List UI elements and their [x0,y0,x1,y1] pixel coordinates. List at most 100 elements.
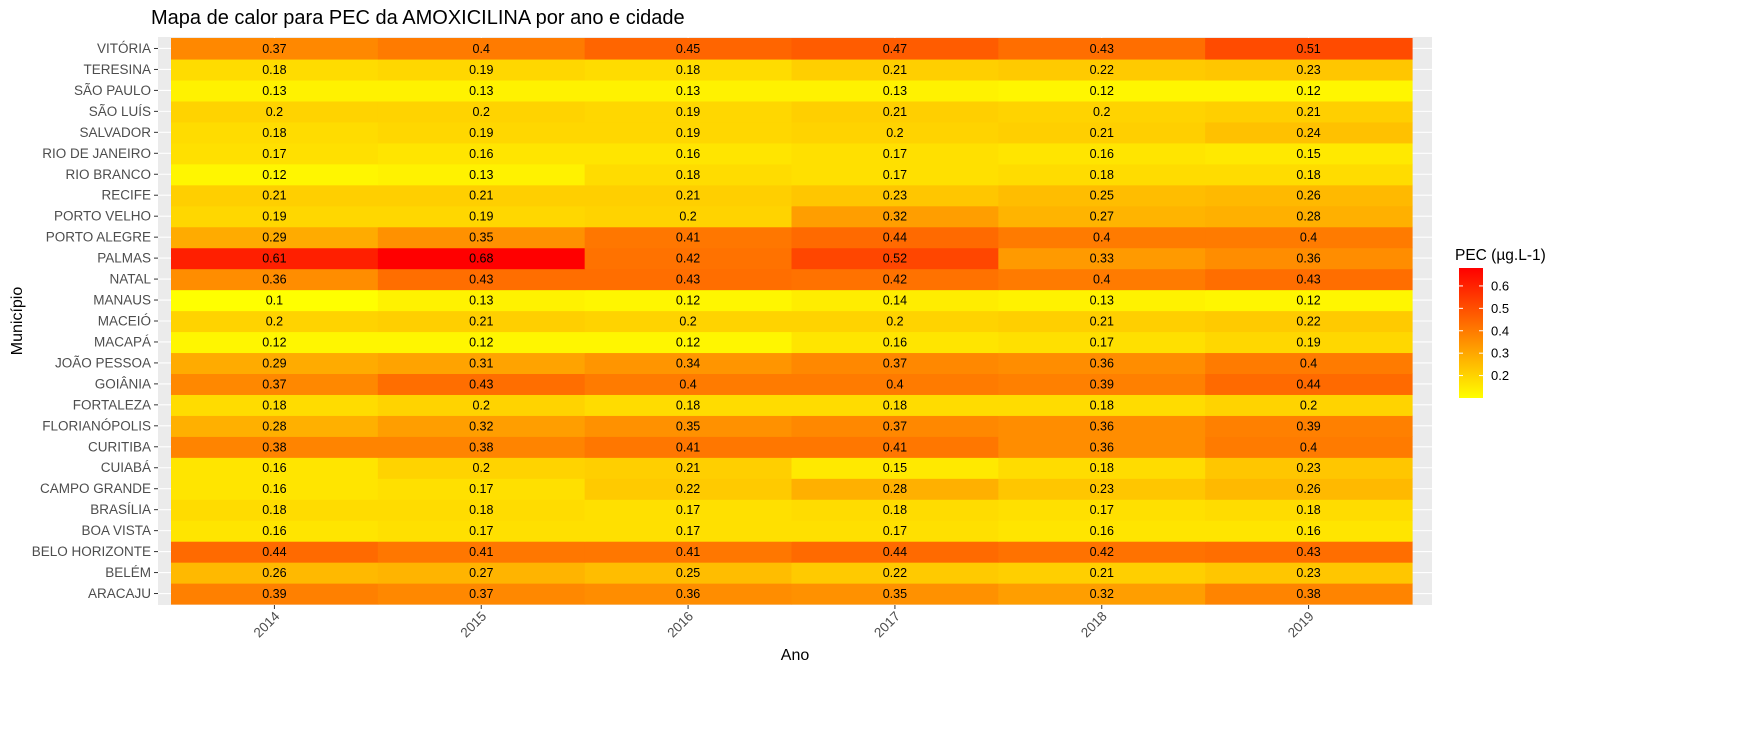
y-tick-label: NATAL [109,272,151,287]
cell-value-label: 0.41 [676,545,700,559]
cell-value-label: 0.39 [1296,419,1320,433]
y-tick-label: CUIABÁ [101,460,151,475]
heatmap-cell [1205,142,1413,165]
y-tick-label: BRASÍLIA [90,502,151,517]
cell-value-label: 0.21 [883,105,907,119]
cell-value-label: 0.24 [1296,126,1320,140]
heatmap-cell [171,583,379,605]
cell-value-label: 0.23 [883,189,907,203]
heatmap-cell [377,352,586,375]
heatmap-cell [998,541,1206,563]
heatmap-cell [584,79,793,102]
cell-value-label: 0.16 [883,335,907,349]
cell-value-label: 0.21 [676,189,700,203]
heatmap-cell [584,184,793,207]
heatmap-cell [171,436,379,458]
y-tick-label: SÃO LUÍS [89,104,151,119]
heatmap-cell [171,142,379,165]
cell-value-label: 0.32 [883,210,907,224]
cell-value-label: 0.21 [262,189,286,203]
heatmap-cell [1205,415,1413,437]
cell-value-label: 0.16 [262,524,286,538]
heatmap-cell [377,268,586,291]
heatmap-cell [377,331,586,354]
cell-value-label: 0.21 [1090,126,1114,140]
heatmap-cell [998,436,1206,458]
legend-tick-label: 0.6 [1491,278,1509,293]
cell-value-label: 0.26 [262,566,286,580]
heatmap-cell [377,541,586,563]
y-tick-label: PORTO VELHO [54,209,151,224]
cell-value-label: 0.19 [676,105,700,119]
heatmap-cell [998,478,1206,500]
heatmap-cell [1205,373,1413,395]
cell-value-label: 0.68 [469,252,493,266]
heatmap-cell [998,499,1206,521]
cell-value-label: 0.21 [883,63,907,77]
heatmap-cell [1205,499,1413,521]
cell-value-label: 0.17 [1090,503,1114,517]
x-tick-label: 2015 [458,609,490,641]
heatmap-cell [1205,520,1413,542]
cell-value-label: 0.2 [679,315,696,329]
y-tick-label: BELÉM [105,565,151,580]
cell-value-label: 0.4 [473,42,490,56]
cell-value-label: 0.47 [883,42,907,56]
cell-value-label: 0.12 [1090,84,1114,98]
y-tick-label: MACAPÁ [94,334,151,349]
cell-value-label: 0.29 [262,231,286,245]
heatmap-cell [1205,352,1413,375]
heatmap-cell [998,205,1206,228]
heatmap-cell [584,331,793,354]
y-tick-label: BELO HORIZONTE [32,544,151,559]
heatmap-cell [998,100,1206,123]
cell-value-label: 0.31 [469,356,493,370]
cell-value-label: 0.15 [883,461,907,475]
cell-value-label: 0.27 [1090,210,1114,224]
y-tick-label: SALVADOR [79,125,151,140]
y-tick-label: PORTO ALEGRE [46,230,151,245]
heatmap-cell [791,79,999,102]
cell-value-label: 0.12 [676,294,700,308]
cell-value-label: 0.36 [1090,440,1114,454]
y-tick-label: VITÓRIA [97,41,151,56]
heatmap-cell [171,184,379,207]
cell-value-label: 0.2 [473,398,490,412]
heatmap-cell [791,394,999,416]
heatmap-cell [584,247,793,270]
cell-value-label: 0.38 [469,440,493,454]
cell-value-label: 0.52 [883,252,907,266]
cell-value-label: 0.26 [1296,482,1320,496]
heatmap-cells [171,38,1413,605]
color-legend: PEC (µg.L-1) 0.2 0.3 0.4 0.5 0.6 [1455,247,1546,398]
heatmap-cell [1205,79,1413,102]
cell-value-label: 0.21 [1090,566,1114,580]
cell-value-label: 0.35 [676,419,700,433]
cell-value-label: 0.18 [883,398,907,412]
y-tick-label: CURITIBA [88,439,151,454]
cell-value-label: 0.18 [1090,168,1114,182]
cell-value-label: 0.26 [1296,189,1320,203]
cell-value-label: 0.37 [469,587,493,601]
heatmap-cell [998,58,1206,81]
heatmap-cell [1205,583,1413,605]
cell-value-label: 0.28 [883,482,907,496]
heatmap-cell [584,268,793,291]
heatmap-cell [791,457,999,479]
heatmap-cell [584,520,793,542]
heatmap-cell [171,247,379,270]
y-tick-label: SÃO PAULO [74,83,151,98]
x-tick-label: 2017 [871,609,903,641]
x-axis: 2014 2015 2016 2017 2018 2019 [251,605,1317,640]
cell-value-label: 0.17 [676,524,700,538]
cell-value-label: 0.13 [469,84,493,98]
cell-value-label: 0.2 [886,126,903,140]
heatmap-cell [791,499,999,521]
heatmap-cell [998,142,1206,165]
cell-value-label: 0.16 [676,147,700,161]
cell-value-label: 0.12 [262,168,286,182]
heatmap-cell [791,331,999,354]
heatmap-cell [171,352,379,375]
cell-value-label: 0.33 [1090,252,1114,266]
cell-value-label: 0.13 [469,168,493,182]
